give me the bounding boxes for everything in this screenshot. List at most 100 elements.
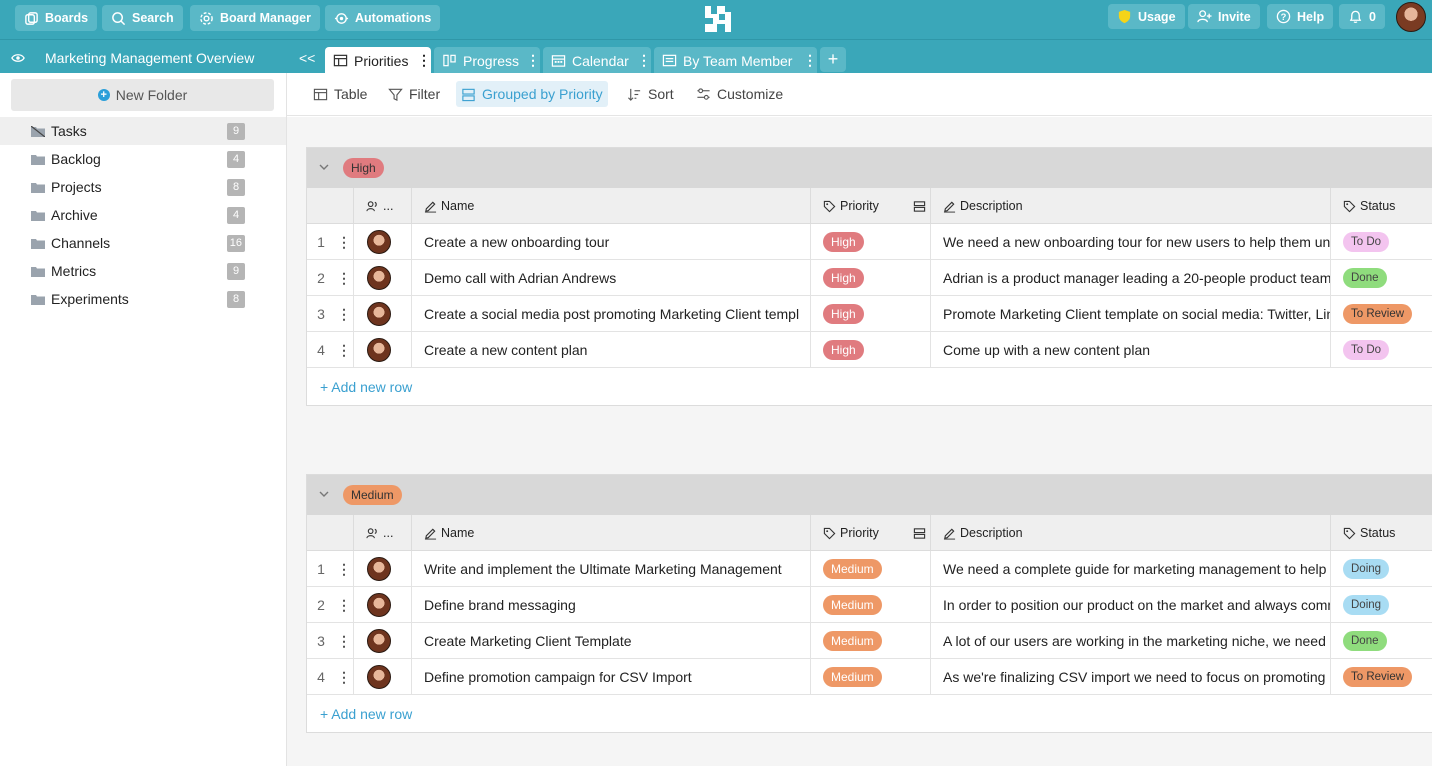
automations-button[interactable]: Automations xyxy=(325,5,441,31)
row-menu-icon[interactable]: ⋮ xyxy=(337,305,351,322)
table-row[interactable]: 4 ⋮ Define promotion campaign for CSV Im… xyxy=(307,659,1432,695)
priority-cell[interactable]: Medium xyxy=(810,587,930,623)
board-manager-button[interactable]: Board Manager xyxy=(190,5,320,31)
tab-menu-icon[interactable]: ⋮ xyxy=(803,52,817,68)
description-column-header[interactable]: Description xyxy=(930,188,1330,224)
tab-calendar[interactable]: Calendar ⋮ xyxy=(543,47,651,74)
assignee-column-header[interactable]: ... xyxy=(353,188,411,224)
name-column-header[interactable]: Name xyxy=(411,188,810,224)
customize-button[interactable]: Customize xyxy=(691,81,788,107)
name-cell[interactable]: Write and implement the Ultimate Marketi… xyxy=(411,551,799,587)
boards-button[interactable]: Boards xyxy=(15,5,98,31)
name-cell[interactable]: Define promotion campaign for CSV Import xyxy=(411,659,799,695)
search-button[interactable]: Search xyxy=(102,5,183,31)
description-column-header[interactable]: Description xyxy=(930,515,1330,551)
name-cell[interactable]: Create a new onboarding tour xyxy=(411,224,799,260)
status-column-header[interactable]: Status xyxy=(1330,515,1432,551)
assignee-cell[interactable] xyxy=(353,623,411,659)
table-row[interactable]: 2 ⋮ Demo call with Adrian Andrews High A… xyxy=(307,260,1432,296)
table-view-button[interactable]: Table xyxy=(308,81,372,107)
collapse-sidebar-icon[interactable]: << xyxy=(299,50,316,66)
priority-cell[interactable]: Medium xyxy=(810,659,930,695)
assignee-cell[interactable] xyxy=(353,659,411,695)
tab-progress[interactable]: Progress ⋮ xyxy=(434,47,540,74)
row-menu-icon[interactable]: ⋮ xyxy=(337,632,351,649)
filter-button[interactable]: Filter xyxy=(383,81,445,107)
row-menu-icon[interactable]: ⋮ xyxy=(337,596,351,613)
status-cell[interactable]: Doing xyxy=(1330,551,1432,587)
group-rows-icon[interactable] xyxy=(913,527,926,540)
chevron-down-icon[interactable] xyxy=(318,161,330,173)
table-row[interactable]: 3 ⋮ Create a social media post promoting… xyxy=(307,296,1432,332)
assignee-cell[interactable] xyxy=(353,587,411,623)
status-cell[interactable]: Done xyxy=(1330,623,1432,659)
assignee-cell[interactable] xyxy=(353,332,411,368)
row-menu-icon[interactable]: ⋮ xyxy=(337,341,351,358)
add-new-row-button[interactable]: + Add new row xyxy=(320,705,413,722)
status-cell[interactable]: To Do xyxy=(1330,332,1432,368)
sidebar-item-projects[interactable]: Projects 8 xyxy=(0,173,286,201)
priority-cell[interactable]: Medium xyxy=(810,623,930,659)
sort-button[interactable]: Sort xyxy=(622,81,679,107)
priority-cell[interactable]: Medium xyxy=(810,551,930,587)
sidebar-item-archive[interactable]: Archive 4 xyxy=(0,201,286,229)
tab-menu-icon[interactable]: ⋮ xyxy=(637,52,651,68)
name-column-header[interactable]: Name xyxy=(411,515,810,551)
sidebar-item-backlog[interactable]: Backlog 4 xyxy=(0,145,286,173)
status-column-header[interactable]: Status xyxy=(1330,188,1432,224)
status-cell[interactable]: To Review xyxy=(1330,296,1432,332)
priority-column-header[interactable]: Priority xyxy=(810,188,930,224)
tab-by-team-member[interactable]: By Team Member ⋮ xyxy=(654,47,817,74)
priority-column-header[interactable]: Priority xyxy=(810,515,930,551)
sidebar-item-metrics[interactable]: Metrics 9 xyxy=(0,257,286,285)
row-menu-icon[interactable]: ⋮ xyxy=(337,560,351,577)
assignee-cell[interactable] xyxy=(353,296,411,332)
name-cell[interactable]: Create Marketing Client Template xyxy=(411,623,799,659)
sidebar-item-channels[interactable]: Channels 16 xyxy=(0,229,286,257)
table-row[interactable]: 1 ⋮ Write and implement the Ultimate Mar… xyxy=(307,551,1432,587)
notifications-button[interactable]: 0 xyxy=(1339,4,1385,29)
description-cell[interactable]: Promote Marketing Client template on soc… xyxy=(930,296,1330,332)
description-cell[interactable]: A lot of our users are working in the ma… xyxy=(930,623,1330,659)
priority-cell[interactable]: High xyxy=(810,332,930,368)
add-new-row-button[interactable]: + Add new row xyxy=(320,378,413,395)
status-cell[interactable]: To Review xyxy=(1330,659,1432,695)
priority-cell[interactable]: High xyxy=(810,260,930,296)
name-cell[interactable]: Define brand messaging xyxy=(411,587,799,623)
priority-cell[interactable]: High xyxy=(810,296,930,332)
table-row[interactable]: 1 ⋮ Create a new onboarding tour High We… xyxy=(307,224,1432,260)
sidebar-item-tasks[interactable]: Tasks 9 xyxy=(0,117,286,145)
eye-icon[interactable] xyxy=(11,51,25,65)
app-logo-icon[interactable] xyxy=(703,4,733,34)
row-menu-icon[interactable]: ⋮ xyxy=(337,233,351,250)
help-button[interactable]: ? Help xyxy=(1267,4,1334,29)
description-cell[interactable]: In order to position our product on the … xyxy=(930,587,1330,623)
description-cell[interactable]: We need a complete guide for marketing m… xyxy=(930,551,1330,587)
invite-button[interactable]: Invite xyxy=(1188,4,1260,29)
description-cell[interactable]: We need a new onboarding tour for new us… xyxy=(930,224,1330,260)
status-cell[interactable]: Done xyxy=(1330,260,1432,296)
table-row[interactable]: 2 ⋮ Define brand messaging Medium In ord… xyxy=(307,587,1432,623)
table-row[interactable]: 4 ⋮ Create a new content plan High Come … xyxy=(307,332,1432,368)
new-folder-button[interactable]: + New Folder xyxy=(11,79,274,111)
description-cell[interactable]: Come up with a new content plan xyxy=(930,332,1330,368)
row-menu-icon[interactable]: ⋮ xyxy=(337,269,351,286)
priority-cell[interactable]: High xyxy=(810,224,930,260)
tab-priorities[interactable]: Priorities ⋮ xyxy=(325,47,431,74)
group-by-button[interactable]: Grouped by Priority xyxy=(456,81,608,107)
chevron-down-icon[interactable] xyxy=(318,488,330,500)
name-cell[interactable]: Create a new content plan xyxy=(411,332,799,368)
assignee-cell[interactable] xyxy=(353,224,411,260)
tab-menu-icon[interactable]: ⋮ xyxy=(526,52,540,68)
table-row[interactable]: 3 ⋮ Create Marketing Client Template Med… xyxy=(307,623,1432,659)
description-cell[interactable]: As we're finalizing CSV import we need t… xyxy=(930,659,1330,695)
assignee-cell[interactable] xyxy=(353,260,411,296)
sidebar-item-experiments[interactable]: Experiments 8 xyxy=(0,285,286,313)
usage-button[interactable]: Usage xyxy=(1108,4,1185,29)
status-cell[interactable]: Doing xyxy=(1330,587,1432,623)
group-rows-icon[interactable] xyxy=(913,200,926,213)
name-cell[interactable]: Demo call with Adrian Andrews xyxy=(411,260,799,296)
assignee-column-header[interactable]: ... xyxy=(353,515,411,551)
name-cell[interactable]: Create a social media post promoting Mar… xyxy=(411,296,799,332)
assignee-cell[interactable] xyxy=(353,551,411,587)
